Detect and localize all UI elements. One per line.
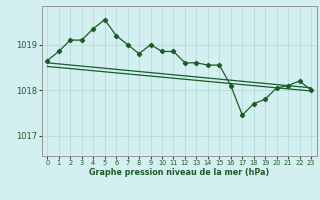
X-axis label: Graphe pression niveau de la mer (hPa): Graphe pression niveau de la mer (hPa) bbox=[89, 168, 269, 177]
